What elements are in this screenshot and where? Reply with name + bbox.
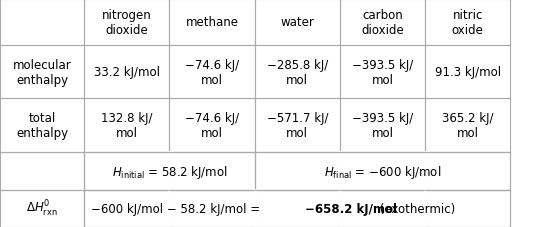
Text: −600 kJ/mol − 58.2 kJ/mol =: −600 kJ/mol − 58.2 kJ/mol = <box>91 202 263 215</box>
Text: total
enthalpy: total enthalpy <box>16 112 68 140</box>
Text: −74.6 kJ/
mol: −74.6 kJ/ mol <box>185 112 239 140</box>
Text: −285.8 kJ/
mol: −285.8 kJ/ mol <box>267 58 328 86</box>
Text: 33.2 kJ/mol: 33.2 kJ/mol <box>94 66 160 79</box>
Text: −393.5 kJ/
mol: −393.5 kJ/ mol <box>352 58 413 86</box>
Text: 365.2 kJ/
mol: 365.2 kJ/ mol <box>442 112 494 140</box>
Text: $H_{\rm final}$ = −600 kJ/mol: $H_{\rm final}$ = −600 kJ/mol <box>324 163 441 180</box>
Text: (exothermic): (exothermic) <box>376 202 455 215</box>
Text: −393.5 kJ/
mol: −393.5 kJ/ mol <box>352 112 413 140</box>
Text: nitric
oxide: nitric oxide <box>452 9 484 37</box>
Text: nitrogen
dioxide: nitrogen dioxide <box>102 9 151 37</box>
Text: methane: methane <box>186 16 238 29</box>
Text: 91.3 kJ/mol: 91.3 kJ/mol <box>435 66 501 79</box>
Text: $\Delta H^0_{\rm rxn}$: $\Delta H^0_{\rm rxn}$ <box>26 198 58 218</box>
Text: molecular
enthalpy: molecular enthalpy <box>12 58 72 86</box>
Text: water: water <box>280 16 314 29</box>
Text: 132.8 kJ/
mol: 132.8 kJ/ mol <box>101 112 153 140</box>
Text: $H_{\rm initial}$ = 58.2 kJ/mol: $H_{\rm initial}$ = 58.2 kJ/mol <box>112 163 227 180</box>
Text: −658.2 kJ/mol: −658.2 kJ/mol <box>305 202 397 215</box>
Text: −74.6 kJ/
mol: −74.6 kJ/ mol <box>185 58 239 86</box>
Text: −571.7 kJ/
mol: −571.7 kJ/ mol <box>267 112 328 140</box>
Text: carbon
dioxide: carbon dioxide <box>361 9 404 37</box>
